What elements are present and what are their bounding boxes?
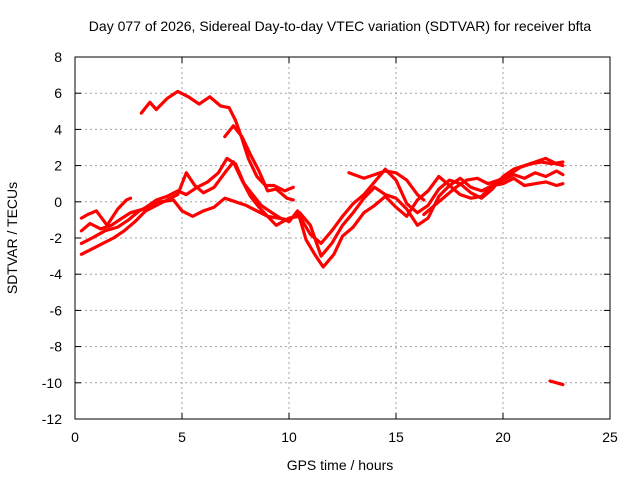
series-track-c — [79, 156, 565, 269]
y-tick-label: -6 — [50, 302, 63, 318]
series-track-a — [139, 89, 295, 193]
series-track-i — [548, 379, 565, 387]
y-tick-label: 8 — [54, 49, 62, 65]
x-axis-label: GPS time / hours — [287, 457, 394, 473]
y-tick-label: 6 — [54, 85, 62, 101]
series-track-b — [223, 124, 295, 202]
y-tick-label: 4 — [54, 121, 62, 137]
series-track-f — [79, 196, 133, 227]
series-track-e — [79, 176, 565, 258]
x-tick-label: 15 — [388, 429, 404, 445]
series-track-g — [347, 169, 426, 202]
x-tick-label: 20 — [495, 429, 511, 445]
chart-title: Day 077 of 2026, Sidereal Day-to-day VTE… — [89, 18, 592, 34]
series-track-h — [422, 160, 565, 217]
x-tick-label: 25 — [602, 429, 618, 445]
y-tick-label: 0 — [54, 194, 62, 210]
series-track-d — [79, 156, 565, 256]
x-tick-label: 5 — [178, 429, 186, 445]
data-series — [79, 89, 565, 387]
y-tick-label: -8 — [50, 339, 63, 355]
y-tick-label: -10 — [42, 375, 62, 391]
y-tick-label: -12 — [42, 411, 62, 427]
y-tick-label: -4 — [50, 266, 63, 282]
x-tick-label: 0 — [71, 429, 79, 445]
y-tick-label: 2 — [54, 158, 62, 174]
x-tick-label: 10 — [281, 429, 297, 445]
y-tick-label: -2 — [50, 230, 63, 246]
y-axis-label: SDTVAR / TECUs — [4, 182, 20, 294]
